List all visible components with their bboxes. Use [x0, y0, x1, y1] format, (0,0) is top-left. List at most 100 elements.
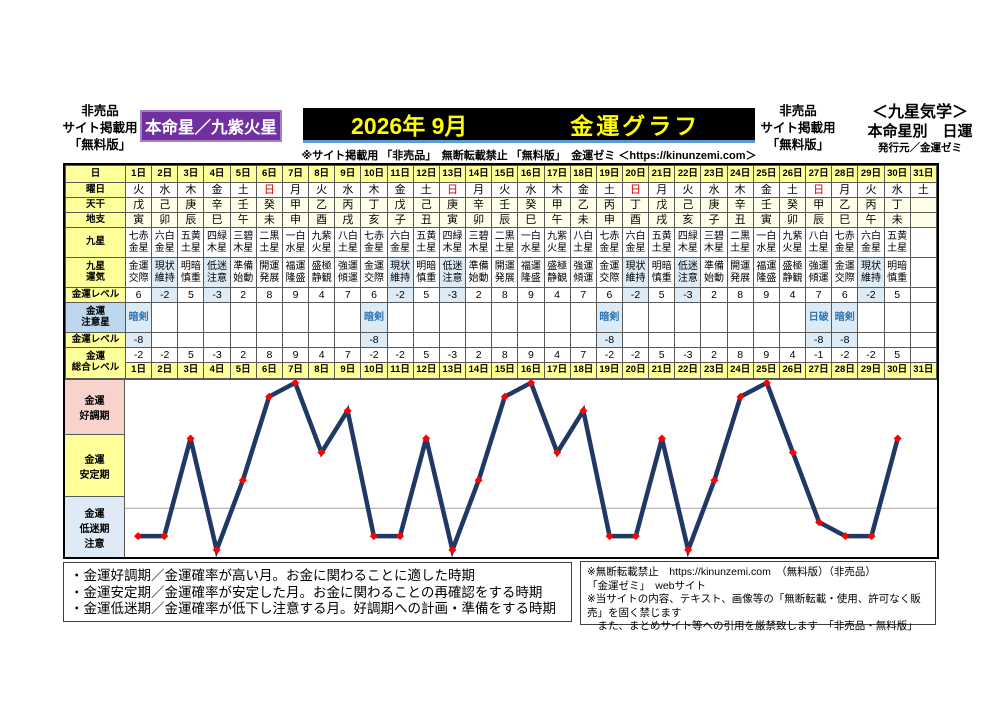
total-day-14: 2	[465, 347, 493, 363]
weekday-day-12: 土	[412, 182, 440, 198]
weekday-day-29: 火	[857, 182, 885, 198]
fortune-level-line	[138, 380, 900, 557]
kyusei-day-25: 一白 水星	[752, 227, 780, 258]
total-date-day-31: 31日	[909, 362, 938, 379]
weekday-day-9: 水	[334, 182, 362, 198]
caution-level-day-13	[438, 332, 467, 348]
chishi-day-18: 未	[569, 212, 597, 228]
kyusei-day-20: 六白 金星	[621, 227, 650, 258]
unki-day-2: 現状 維持	[151, 257, 179, 288]
note-line: 非売品	[81, 104, 119, 118]
graph-zone-labels: 金運 好調期 金運 安定期 金運 低迷期 注意	[65, 380, 125, 557]
caution-level-day-17	[543, 332, 571, 348]
unki-day-13: 低迷 注意	[438, 257, 467, 288]
row-label-chishi: 地支	[65, 212, 126, 228]
total-day-19: -2	[595, 347, 623, 363]
chishi-day-2: 卯	[151, 212, 179, 228]
tenkan-day-23: 庚	[700, 197, 728, 213]
date-day-4: 4日	[203, 165, 231, 183]
chishi-day-6: 未	[255, 212, 283, 228]
level-day-23: 2	[700, 287, 728, 303]
table-row-total: 金運 総合レベル -2 -2 5 -3 2 8 9 4 7 -2 -2 5 -3 2 8 9 4 7 -2 -2 5 -3 2…	[65, 347, 938, 379]
row-label-weekday: 曜日	[65, 182, 126, 198]
date-day-24: 24日	[726, 165, 754, 183]
total-date-day-12: 12日	[412, 362, 440, 379]
unki-day-5: 準備 始動	[229, 257, 257, 288]
weekday-day-17: 木	[543, 182, 571, 198]
date-day-8: 8日	[308, 165, 336, 183]
chishi-day-9: 戌	[334, 212, 362, 228]
date-day-25: 25日	[752, 165, 780, 183]
kyusei-day-10: 七赤 金星	[360, 227, 388, 258]
caution-day-14	[465, 302, 493, 333]
row-label-caution-level: 金運レベル	[65, 332, 126, 348]
level-day-26: 4	[778, 287, 807, 303]
unki-day-3: 明暗 慎重	[177, 257, 205, 288]
caution-day-1: 暗剣	[124, 302, 153, 333]
weekday-day-2: 水	[151, 182, 179, 198]
date-day-27: 27日	[805, 165, 833, 183]
zone-legend-box: ・金運好調期／金運確率が高い月。お金に関わることに適した時期 ・金運安定期／金運…	[63, 562, 572, 622]
unki-day-6: 開運 発展	[255, 257, 283, 288]
weekday-day-6: 日	[255, 182, 283, 198]
tenkan-day-5: 壬	[229, 197, 257, 213]
weekday-day-13: 日	[438, 182, 467, 198]
tenkan-day-13: 庚	[438, 197, 467, 213]
weekday-day-19: 土	[595, 182, 623, 198]
level-day-5: 2	[229, 287, 257, 303]
table-row-date: 日 1日 2日 3日 4日 5日 6日 7日 8日 9日 10日 11日 12日 13日 14日 15日 16日…	[65, 165, 938, 183]
total-day-12: 5	[412, 347, 440, 363]
page-title: 金運グラフ	[570, 113, 701, 139]
chishi-day-12: 丑	[412, 212, 440, 228]
total-day-15: 8	[491, 347, 519, 363]
level-day-10: 6	[360, 287, 388, 303]
kyusei-day-4: 四緑 木星	[203, 227, 231, 258]
unki-day-7: 福運 隆盛	[281, 257, 310, 288]
total-date-day-10: 10日	[360, 362, 388, 379]
caution-day-8	[308, 302, 336, 333]
caution-level-day-14	[465, 332, 493, 348]
total-day-2: -2	[151, 347, 179, 363]
unki-day-1: 金運 交際	[124, 257, 153, 288]
caution-day-18	[569, 302, 597, 333]
chishi-day-11: 子	[386, 212, 414, 228]
date-day-28: 28日	[831, 165, 859, 183]
kyusei-day-23: 三碧 木星	[700, 227, 728, 258]
total-date-day-23: 23日	[700, 362, 728, 379]
level-day-9: 7	[334, 287, 362, 303]
row-label-tenkan: 天干	[65, 197, 126, 213]
weekday-day-4: 金	[203, 182, 231, 198]
copyright-line: 「金運ゼミ」 webサイト	[587, 579, 707, 592]
caution-day-12	[412, 302, 440, 333]
tenkan-day-12: 己	[412, 197, 440, 213]
kyusei-day-13: 四緑 木星	[438, 227, 467, 258]
tenkan-day-3: 庚	[177, 197, 205, 213]
level-day-1: 6	[124, 287, 153, 303]
kyusei-day-18: 八白 土星	[569, 227, 597, 258]
chishi-day-25: 寅	[752, 212, 780, 228]
table-row-chishi: 地支寅卯辰巳午未申酉戌亥子丑寅卯辰巳午未申酉戌亥子丑寅卯辰巳午未	[65, 212, 938, 228]
note-line: サイト掲載用	[760, 121, 836, 135]
unki-day-10: 金運 交際	[360, 257, 388, 288]
level-day-19: 6	[595, 287, 623, 303]
total-date-day-9: 9日	[334, 362, 362, 379]
level-day-29: -2	[857, 287, 885, 303]
kyusei-day-26: 九紫 火星	[778, 227, 807, 258]
kyusei-day-14: 三碧 木星	[465, 227, 493, 258]
total-day-3: 5	[177, 347, 205, 363]
chishi-day-16: 巳	[517, 212, 545, 228]
weekday-day-5: 土	[229, 182, 257, 198]
total-day-24: 8	[726, 347, 754, 363]
caution-level-day-27: -8	[805, 332, 833, 348]
total-date-day-3: 3日	[177, 362, 205, 379]
weekday-day-28: 月	[831, 182, 859, 198]
tenkan-day-19: 丙	[595, 197, 623, 213]
total-date-day-25: 25日	[752, 362, 780, 379]
unki-day-8: 盛極 静観	[308, 257, 336, 288]
fortune-calendar-table: 日 1日 2日 3日 4日 5日 6日 7日 8日 9日 10日 11日 12日 13日 14日 15日 16日…	[65, 165, 938, 379]
chishi-day-3: 辰	[177, 212, 205, 228]
tenkan-day-16: 癸	[517, 197, 545, 213]
kyusei-day-7: 一白 水星	[281, 227, 310, 258]
weekday-day-15: 火	[491, 182, 519, 198]
